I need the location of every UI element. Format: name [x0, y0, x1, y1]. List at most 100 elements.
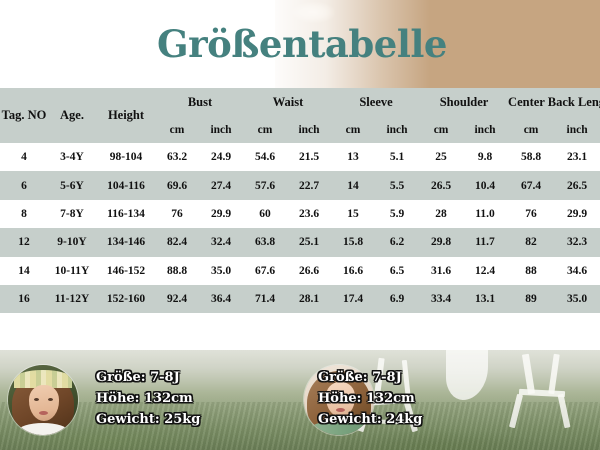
- unit-sleeve-inch: inch: [374, 116, 421, 143]
- cell: 152-160: [96, 284, 156, 314]
- cell: 15.8: [332, 228, 375, 257]
- avatar: [8, 365, 78, 435]
- col-header-center-back-length: Center Back Length: [508, 88, 600, 116]
- cell: 98-104: [96, 143, 156, 172]
- cell: 5.9: [374, 199, 421, 229]
- cell: 60: [244, 199, 287, 229]
- grass-texture: [0, 402, 600, 450]
- cell: 23.6: [286, 199, 333, 229]
- table-head: Tag. NO Age. Height Bust Waist Sleeve Sh…: [0, 88, 600, 143]
- unit-waist-cm: cm: [244, 116, 287, 143]
- cell: 15: [332, 199, 375, 229]
- model-caption-left: Größe: 7-8J Höhe: 132cm Gewicht: 25kg: [96, 367, 200, 430]
- cell: 27.4: [198, 171, 245, 200]
- cell: 26.5: [554, 171, 600, 200]
- cell: 58.8: [508, 143, 555, 172]
- unit-shoulder-inch: inch: [462, 116, 509, 143]
- avatar-lips: [336, 408, 345, 412]
- cell: 7-8Y: [48, 199, 96, 229]
- cell: 16.6: [332, 256, 375, 285]
- cell: 92.4: [156, 284, 198, 314]
- unit-waist-inch: inch: [286, 116, 333, 143]
- page-title: Größentabelle: [157, 22, 447, 66]
- cell: 13: [332, 143, 375, 172]
- flower-crown: [14, 370, 72, 388]
- cell: 8: [0, 199, 48, 229]
- cell: 82: [508, 228, 555, 257]
- cell: 22.7: [286, 171, 333, 200]
- cell: 5-6Y: [48, 171, 96, 200]
- cell: 14: [0, 256, 48, 285]
- cell: 11-12Y: [48, 284, 96, 314]
- model-size-line: Größe: 7-8J: [318, 370, 402, 385]
- model-weight-line: Gewicht: 24kg: [318, 412, 423, 427]
- cell: 134-146: [96, 228, 156, 257]
- cell: 4: [0, 143, 48, 172]
- size-table: Tag. NO Age. Height Bust Waist Sleeve Sh…: [0, 88, 600, 314]
- cell: 31.6: [420, 256, 463, 285]
- model-height-line: Höhe: 132cm: [318, 391, 415, 406]
- cell: 17.4: [332, 284, 375, 314]
- col-header-bust: Bust: [156, 88, 245, 116]
- cell: 33.4: [420, 284, 463, 314]
- col-header-sleeve: Sleeve: [332, 88, 421, 116]
- hero-banner: Größentabelle: [0, 0, 600, 88]
- cell: 88: [508, 256, 555, 285]
- avatar-lips: [39, 411, 48, 415]
- cell: 63.8: [244, 228, 287, 257]
- cell: 5.1: [374, 143, 421, 172]
- cell: 89: [508, 284, 555, 314]
- model-size-line: Größe: 7-8J: [96, 370, 180, 385]
- footer-haze-overlay: [0, 350, 600, 450]
- cell: 28: [420, 199, 463, 229]
- table-row: 16 11-12Y 152-160 92.4 36.4 71.4 28.1 17…: [0, 284, 600, 314]
- avatar-dress: [310, 421, 368, 435]
- cell: 25: [420, 143, 463, 172]
- cell: 10-11Y: [48, 256, 96, 285]
- cell: 11.0: [462, 199, 509, 229]
- cell: 29.9: [198, 199, 245, 229]
- cell: 6: [0, 171, 48, 200]
- table-row: 14 10-11Y 146-152 88.8 35.0 67.6 26.6 16…: [0, 256, 600, 285]
- cell: 3-4Y: [48, 143, 96, 172]
- avatar: [304, 365, 374, 435]
- cell: 6.9: [374, 284, 421, 314]
- table-row: 12 9-10Y 134-146 82.4 32.4 63.8 25.1 15.…: [0, 228, 600, 257]
- unit-bust-cm: cm: [156, 116, 198, 143]
- model-height-line: Höhe: 132cm: [96, 391, 193, 406]
- cell: 146-152: [96, 256, 156, 285]
- cell: 35.0: [198, 256, 245, 285]
- avatar-eye: [331, 395, 336, 398]
- table-unit-header-row: cm inch cm inch cm inch cm inch cm inch: [0, 116, 600, 143]
- avatar-eye: [48, 398, 53, 401]
- cell: 16: [0, 284, 48, 314]
- model-weight-line: Gewicht: 25kg: [96, 412, 201, 427]
- cell: 76: [156, 199, 198, 229]
- cell: 116-134: [96, 199, 156, 229]
- cell: 57.6: [244, 171, 287, 200]
- cell: 6.2: [374, 228, 421, 257]
- cell: 9-10Y: [48, 228, 96, 257]
- col-header-shoulder: Shoulder: [420, 88, 509, 116]
- cell: 12: [0, 228, 48, 257]
- draped-fabric: [440, 350, 500, 408]
- cell: 32.4: [198, 228, 245, 257]
- model-card-right: Größe: 7-8J Höhe: 132cm Gewicht: 24kg: [300, 350, 600, 450]
- cell: 25.1: [286, 228, 333, 257]
- cell: 76: [508, 199, 555, 229]
- model-card-left: Größe: 7-8J Höhe: 132cm Gewicht: 25kg: [0, 350, 300, 450]
- cell: 54.6: [244, 143, 287, 172]
- cell: 29.9: [554, 199, 600, 229]
- col-header-height: Height: [96, 88, 156, 143]
- cell: 67.6: [244, 256, 287, 285]
- cell: 24.9: [198, 143, 245, 172]
- unit-cbl-cm: cm: [508, 116, 555, 143]
- unit-sleeve-cm: cm: [332, 116, 375, 143]
- model-caption-right: Größe: 7-8J Höhe: 132cm Gewicht: 24kg: [318, 367, 422, 430]
- cell: 10.4: [462, 171, 509, 200]
- avatar-dress: [18, 423, 68, 435]
- cell: 82.4: [156, 228, 198, 257]
- hero-white-fade: [230, 0, 430, 88]
- cell: 71.4: [244, 284, 287, 314]
- table-row: 4 3-4Y 98-104 63.2 24.9 54.6 21.5 13 5.1…: [0, 143, 600, 172]
